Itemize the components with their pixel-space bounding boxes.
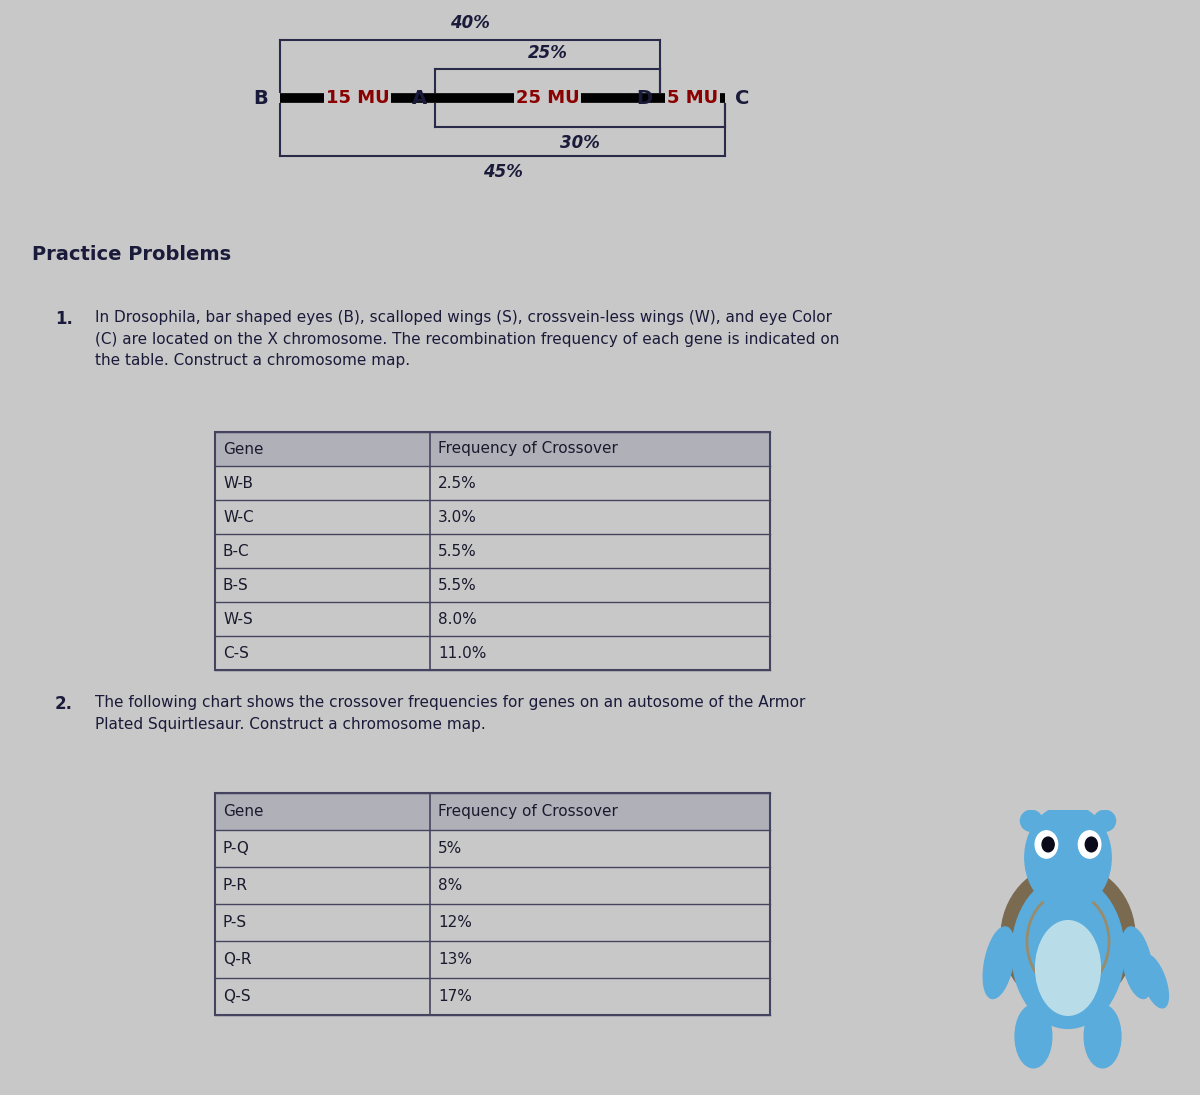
Text: 12%: 12% [438, 915, 472, 930]
Text: 40%: 40% [450, 14, 490, 32]
Text: 3.0%: 3.0% [438, 509, 476, 525]
Ellipse shape [983, 926, 1014, 999]
Ellipse shape [1001, 864, 1135, 1008]
Text: 13%: 13% [438, 952, 472, 967]
Circle shape [1042, 837, 1054, 852]
Text: D: D [636, 89, 652, 107]
Text: Frequency of Crossover: Frequency of Crossover [438, 804, 618, 819]
Ellipse shape [1036, 921, 1100, 1015]
Text: 5.5%: 5.5% [438, 577, 476, 592]
Text: Gene: Gene [223, 441, 264, 457]
Text: P-S: P-S [223, 915, 247, 930]
Text: P-Q: P-Q [223, 841, 250, 856]
Text: B: B [253, 89, 268, 107]
Text: 2.: 2. [55, 695, 73, 713]
Text: 15 MU: 15 MU [325, 89, 389, 107]
Bar [215, 433, 770, 466]
Text: 17%: 17% [438, 989, 472, 1004]
Text: B-C: B-C [223, 543, 250, 558]
Text: Q-R: Q-R [223, 952, 252, 967]
Text: Q-S: Q-S [223, 989, 251, 1004]
Ellipse shape [1085, 1005, 1121, 1068]
Text: Practice Problems: Practice Problems [32, 245, 232, 264]
Text: B-S: B-S [223, 577, 248, 592]
Circle shape [1036, 831, 1057, 858]
Text: W-S: W-S [223, 611, 253, 626]
Ellipse shape [1012, 876, 1124, 1028]
Text: A: A [412, 89, 427, 107]
Text: 45%: 45% [482, 163, 522, 181]
Text: 2.5%: 2.5% [438, 475, 476, 491]
Text: 30%: 30% [560, 134, 600, 152]
Bar [215, 433, 770, 670]
Text: P-R: P-R [223, 878, 248, 894]
Text: Gene: Gene [223, 804, 264, 819]
Ellipse shape [1094, 810, 1116, 831]
Text: Frequency of Crossover: Frequency of Crossover [438, 441, 618, 457]
Ellipse shape [1140, 955, 1169, 1007]
Ellipse shape [1015, 1005, 1052, 1068]
Text: 25 MU: 25 MU [516, 89, 580, 107]
Text: 5%: 5% [438, 841, 462, 856]
Text: W-C: W-C [223, 509, 253, 525]
Text: C: C [734, 89, 749, 107]
Text: 8%: 8% [438, 878, 462, 894]
Ellipse shape [1122, 926, 1153, 999]
Text: 25%: 25% [528, 44, 568, 62]
Ellipse shape [1020, 810, 1042, 831]
Circle shape [1085, 837, 1097, 852]
Text: 11.0%: 11.0% [438, 645, 486, 660]
Text: 8.0%: 8.0% [438, 611, 476, 626]
Circle shape [1025, 805, 1111, 910]
Circle shape [1079, 831, 1100, 858]
Text: 5 MU: 5 MU [667, 89, 718, 107]
Bar [215, 793, 770, 830]
Text: 1.: 1. [55, 310, 73, 328]
Text: The following chart shows the crossover frequencies for genes on an autosome of : The following chart shows the crossover … [95, 695, 805, 731]
Text: In Drosophila, bar shaped eyes (B), scalloped wings (S), crossvein-less wings (W: In Drosophila, bar shaped eyes (B), scal… [95, 310, 839, 368]
Text: 5.5%: 5.5% [438, 543, 476, 558]
Text: C-S: C-S [223, 645, 248, 660]
Bar [215, 793, 770, 1015]
Text: W-B: W-B [223, 475, 253, 491]
